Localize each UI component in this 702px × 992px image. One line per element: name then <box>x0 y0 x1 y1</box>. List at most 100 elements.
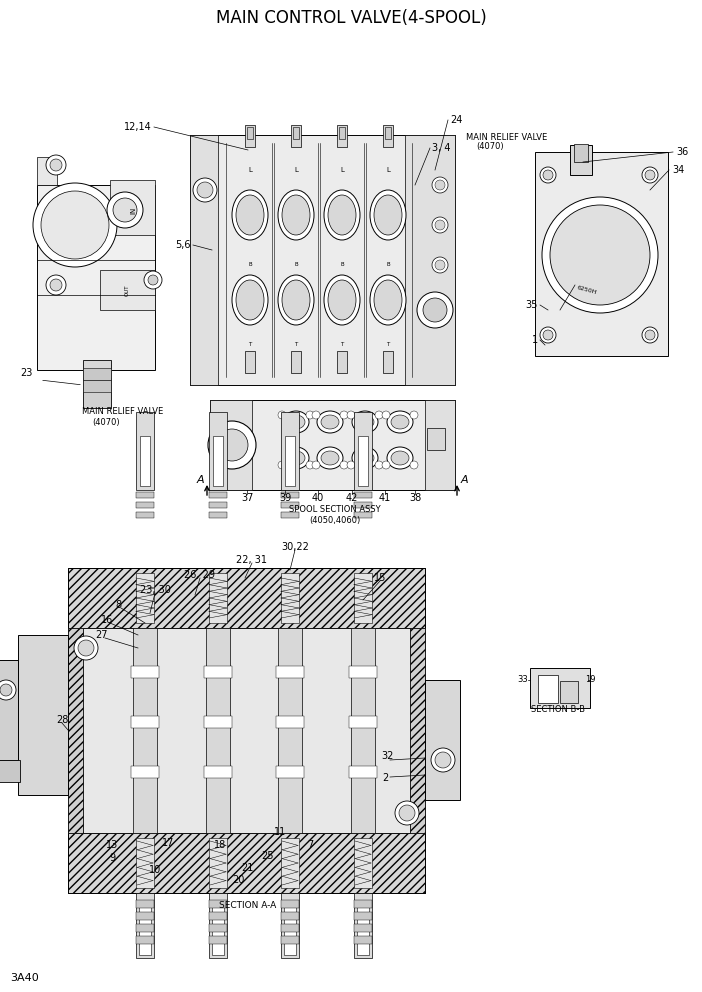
Circle shape <box>375 411 383 419</box>
Text: L: L <box>386 167 390 173</box>
Ellipse shape <box>282 280 310 320</box>
Text: 32: 32 <box>380 751 393 761</box>
Circle shape <box>306 461 314 469</box>
Circle shape <box>347 461 355 469</box>
Text: 24: 24 <box>450 115 463 125</box>
Circle shape <box>417 292 453 328</box>
Bar <box>213 436 223 486</box>
Bar <box>190 135 455 385</box>
Text: B: B <box>386 263 390 268</box>
Bar <box>281 492 299 498</box>
Ellipse shape <box>356 415 374 429</box>
Bar <box>18 635 68 795</box>
Text: 21: 21 <box>241 863 253 873</box>
Bar <box>383 351 393 373</box>
Bar <box>427 428 445 450</box>
Bar <box>209 512 227 518</box>
Bar <box>354 924 372 932</box>
Circle shape <box>395 801 419 825</box>
Ellipse shape <box>374 195 402 235</box>
Ellipse shape <box>236 195 264 235</box>
Text: 36: 36 <box>676 147 688 157</box>
Bar <box>410 628 425 833</box>
Text: 13: 13 <box>106 840 118 850</box>
Bar <box>100 270 155 310</box>
Circle shape <box>278 461 286 469</box>
Bar <box>276 716 304 728</box>
Circle shape <box>306 411 314 419</box>
Bar <box>245 125 255 147</box>
Text: 3A40: 3A40 <box>10 973 39 983</box>
Bar <box>136 573 154 623</box>
Circle shape <box>540 327 556 343</box>
Ellipse shape <box>352 447 378 469</box>
Bar <box>37 157 57 185</box>
Circle shape <box>382 461 390 469</box>
Bar <box>349 666 377 678</box>
Ellipse shape <box>321 415 339 429</box>
Bar <box>354 512 372 518</box>
Text: 35: 35 <box>526 300 538 310</box>
Text: 30,22: 30,22 <box>281 542 309 552</box>
Bar <box>209 573 227 623</box>
Bar <box>285 436 295 486</box>
Circle shape <box>543 170 553 180</box>
Circle shape <box>642 167 658 183</box>
Ellipse shape <box>391 415 409 429</box>
Bar <box>68 568 425 628</box>
Bar <box>339 127 345 139</box>
Ellipse shape <box>324 190 360 240</box>
Bar <box>291 125 301 147</box>
Bar <box>136 502 154 508</box>
Bar <box>131 766 159 778</box>
Text: 23, 30: 23, 30 <box>140 585 171 595</box>
Bar <box>68 568 425 893</box>
Text: 5,6: 5,6 <box>176 240 191 250</box>
Bar <box>87 380 107 400</box>
Text: T: T <box>294 342 298 347</box>
Ellipse shape <box>283 447 309 469</box>
Bar <box>538 675 558 703</box>
Ellipse shape <box>236 280 264 320</box>
Text: 42: 42 <box>346 493 358 503</box>
Bar <box>535 152 668 356</box>
Ellipse shape <box>387 447 413 469</box>
Bar <box>560 681 578 703</box>
Bar <box>209 912 227 920</box>
Text: A: A <box>196 475 204 485</box>
Ellipse shape <box>232 190 268 240</box>
Bar <box>206 628 230 833</box>
Bar <box>68 628 83 833</box>
Bar <box>337 125 347 147</box>
Bar <box>385 127 391 139</box>
Circle shape <box>312 461 320 469</box>
Bar <box>83 628 410 833</box>
Text: B: B <box>294 263 298 268</box>
Circle shape <box>216 429 248 461</box>
Text: 40: 40 <box>312 493 324 503</box>
Bar <box>354 412 372 490</box>
Text: 20: 20 <box>232 875 244 885</box>
Bar <box>136 893 154 958</box>
Circle shape <box>0 680 16 700</box>
Circle shape <box>542 197 658 313</box>
Circle shape <box>410 461 418 469</box>
Bar <box>354 912 372 920</box>
Bar <box>212 900 224 955</box>
Bar <box>354 502 372 508</box>
Bar <box>291 351 301 373</box>
Bar <box>83 380 111 392</box>
Bar <box>351 628 375 833</box>
Circle shape <box>642 327 658 343</box>
Bar <box>358 436 368 486</box>
Text: MAIN RELIEF VALVE: MAIN RELIEF VALVE <box>82 408 164 417</box>
Circle shape <box>399 805 415 821</box>
Ellipse shape <box>328 280 356 320</box>
Text: 3, 4: 3, 4 <box>432 143 451 153</box>
Text: A: A <box>461 475 468 485</box>
Text: SECTION B-B: SECTION B-B <box>531 705 585 714</box>
Bar <box>209 502 227 508</box>
Ellipse shape <box>374 280 402 320</box>
Circle shape <box>543 330 553 340</box>
Text: T: T <box>340 342 343 347</box>
